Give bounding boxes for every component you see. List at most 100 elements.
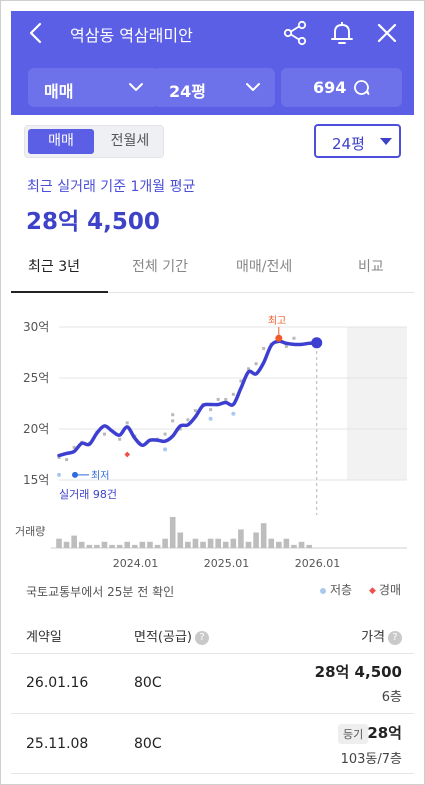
volume-bar (276, 541, 282, 548)
deal-point (193, 409, 197, 413)
help-icon[interactable]: ? (194, 630, 209, 645)
volume-bar (207, 538, 214, 548)
registered-badge: 등기 (338, 724, 369, 744)
chevron-down-icon (246, 83, 260, 91)
deal-point (186, 418, 190, 422)
row-price: 28억 (367, 724, 402, 742)
volume-bar (132, 544, 138, 548)
deal-point (118, 437, 122, 441)
volume-label: 거래량 (15, 525, 45, 538)
deal-point (284, 344, 288, 348)
active-tab-indicator (11, 291, 108, 293)
chevron-down-icon (129, 83, 143, 91)
period-tabs: 최근 3년 전체 기간 매매/전세 비교 (11, 246, 414, 293)
toggle-sale[interactable]: 매매 (28, 129, 94, 154)
row-area: 80C (134, 675, 162, 691)
volume-bar (177, 532, 184, 548)
deal-point (65, 458, 69, 462)
table-row[interactable]: 26.01.16 80C 28억 4,500 6층 (11, 654, 414, 714)
deal-point (102, 432, 106, 436)
max-label: 최고 (268, 315, 286, 327)
x-tick-label: 2024.01 (113, 557, 159, 570)
low-floor-point (231, 411, 236, 416)
volume-bar (215, 538, 221, 548)
legend-auction: ◆ 경매 (369, 581, 401, 598)
volume-bar (222, 541, 229, 548)
volume-bar (200, 541, 206, 548)
trade-type-value: 매매 (44, 82, 74, 101)
price-trend-line (57, 339, 319, 458)
tab-all-period[interactable]: 전체 기간 (132, 259, 188, 275)
row-price: 28억 4,500 (314, 663, 402, 681)
volume-bar (238, 529, 244, 548)
volume-bar (245, 541, 252, 548)
col-date: 계약일 (26, 630, 62, 645)
tab-recent-3y[interactable]: 최근 3년 (28, 259, 80, 275)
trade-type-dropdown[interactable]: 매매 (28, 68, 158, 107)
tab-compare[interactable]: 비교 (358, 259, 384, 275)
volume-bar (268, 538, 275, 548)
col-price: 가격? (361, 626, 402, 645)
volume-bar (109, 544, 115, 548)
deal-point (163, 432, 167, 436)
area-value: 24평 (169, 82, 206, 101)
deal-point (125, 421, 129, 425)
toggle-rent[interactable]: 전월세 (110, 133, 150, 149)
deal-point (262, 346, 266, 350)
volume-bar (230, 538, 237, 548)
volume-bar (185, 541, 191, 548)
y-tick-label: 30억 (23, 320, 49, 334)
row-floor: 6층 (381, 690, 402, 705)
auction-point (124, 451, 131, 458)
area-dropdown[interactable]: 24평 (153, 68, 275, 107)
auction-diamond-icon: ◆ (369, 585, 376, 596)
volume-bar (94, 544, 100, 548)
deal-point (231, 392, 235, 396)
future-shade (347, 327, 407, 480)
volume-bar (147, 541, 153, 548)
row-floor: 103동/7층 (340, 752, 402, 767)
legend-low-floor-label: 저층 (330, 583, 353, 597)
price-chart[interactable]: 30억 25억 20억 15억 최고 최저 실거래 98건 거래량 2024.01 2025.01… (11, 305, 414, 575)
max-point (275, 334, 283, 342)
area-select[interactable]: 24평 (314, 124, 401, 158)
y-tick-label: 20억 (23, 422, 49, 436)
deal-point (209, 408, 213, 412)
average-label: 최근 실거래 기준 1개월 평균 (27, 179, 196, 195)
y-tick-label: 25억 (23, 371, 49, 385)
min-label: 최저 (91, 470, 109, 482)
row-date: 25.11.08 (26, 736, 89, 752)
volume-bar (192, 538, 199, 548)
table-row[interactable]: 25.11.08 80C 등기 28억 103동/7층 (11, 714, 414, 774)
share-icon[interactable] (283, 20, 307, 46)
comment-count: 694 (313, 78, 347, 97)
help-icon[interactable]: ? (388, 630, 402, 645)
top-header: 역삼동 역삼래미안 매매 24평 694 (11, 11, 414, 115)
source-note: 국토교통부에서 25분 전 확인 (26, 585, 175, 599)
deal-point (292, 336, 296, 340)
comments-button[interactable]: 694 (281, 68, 402, 107)
deal-point (239, 379, 243, 383)
deal-point (216, 397, 220, 401)
deal-point (57, 456, 61, 460)
bell-icon[interactable] (329, 20, 355, 46)
volume-bar (71, 535, 77, 548)
back-icon[interactable] (25, 21, 47, 45)
low-floor-point (208, 416, 213, 421)
tab-sale-jeonse[interactable]: 매매/전세 (236, 259, 293, 275)
legend-low-floor: 저층 (320, 581, 352, 598)
deal-point (224, 397, 228, 401)
col-price-label: 가격 (361, 630, 385, 645)
title-bar: 역삼동 역삼래미안 (11, 11, 414, 55)
volume-bar (63, 541, 70, 548)
average-price: 28억 4,500 (26, 209, 160, 235)
low-floor-dot-icon (320, 587, 326, 594)
volume-bar (86, 544, 93, 548)
deal-point (171, 419, 175, 423)
volume-bar (139, 541, 146, 548)
min-point (72, 471, 78, 478)
volume-bar (116, 544, 123, 548)
close-icon[interactable] (375, 21, 399, 45)
volume-bar (283, 538, 290, 548)
